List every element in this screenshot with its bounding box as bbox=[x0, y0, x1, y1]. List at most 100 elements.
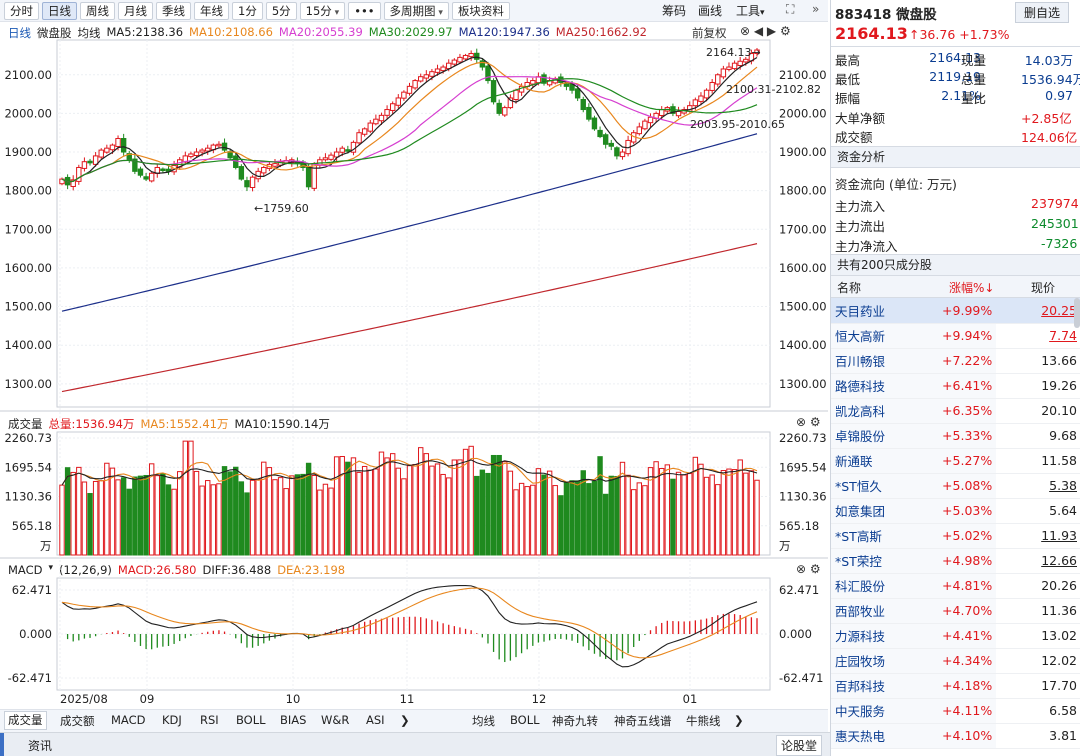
index-name: 微盘股 bbox=[37, 26, 72, 40]
period-button-1[interactable]: 日线 bbox=[42, 1, 77, 20]
period-button-5[interactable]: 年线 bbox=[194, 1, 229, 20]
stock-name[interactable]: 凯龙高科 bbox=[831, 398, 923, 424]
tab-wr[interactable]: W&R bbox=[321, 713, 350, 727]
quote-cell-2-3: 0.97 bbox=[1045, 88, 1073, 103]
stock-name[interactable]: *ST荣控 bbox=[831, 548, 923, 574]
stock-row[interactable]: 百邦科技 +4.18% 17.70 bbox=[831, 673, 1080, 699]
main-chart-controls[interactable]: ⊗ ◀ ▶ ⚙ bbox=[740, 24, 791, 38]
volume-bar bbox=[401, 478, 407, 556]
draw-line-button[interactable]: 画线 bbox=[698, 4, 723, 18]
stock-name[interactable]: 惠天热电 bbox=[831, 723, 923, 749]
remove-watchlist-button[interactable]: 删自选 bbox=[1015, 2, 1070, 23]
stock-row[interactable]: *ST恒久 +5.08% 5.38 bbox=[831, 473, 1080, 499]
stock-row[interactable]: *ST荣控 +4.98% 12.66 bbox=[831, 548, 1080, 574]
stock-row[interactable]: 恒大高新 +9.94% 7.74 bbox=[831, 323, 1080, 349]
scrollbar-thumb[interactable] bbox=[1074, 298, 1080, 328]
news-tab[interactable]: 资讯 bbox=[28, 739, 53, 753]
macd-controls[interactable]: ⊗ ⚙ bbox=[796, 562, 821, 576]
volume-controls[interactable]: ⊗ ⚙ bbox=[796, 415, 821, 429]
period-button-6[interactable]: 1分 bbox=[232, 1, 263, 20]
stock-row[interactable]: 惠天热电 +4.10% 3.81 bbox=[831, 723, 1080, 749]
stock-name[interactable]: 百川畅银 bbox=[831, 348, 923, 374]
tab-macd[interactable]: MACD bbox=[111, 713, 146, 727]
volume-bar bbox=[317, 489, 323, 556]
stock-name[interactable]: 如意集团 bbox=[831, 498, 923, 524]
ma250-line bbox=[61, 243, 758, 393]
stock-name[interactable]: 卓锦股份 bbox=[831, 423, 923, 449]
stock-name[interactable]: 庄园牧场 bbox=[831, 648, 923, 674]
stock-name[interactable]: 科汇股份 bbox=[831, 573, 923, 599]
volume-bar bbox=[367, 469, 373, 556]
period-button-4[interactable]: 季线 bbox=[156, 1, 191, 20]
stock-name[interactable]: *ST高斯 bbox=[831, 523, 923, 549]
stock-name[interactable]: 新通联 bbox=[831, 448, 923, 474]
tab-kdj[interactable]: KDJ bbox=[162, 713, 182, 727]
candle-body bbox=[249, 176, 256, 188]
tabs-next-icon[interactable]: ❯ bbox=[400, 713, 410, 727]
stock-row[interactable]: 百川畅银 +7.22% 13.66 bbox=[831, 348, 1080, 374]
stock-row[interactable]: 凯龙高科 +6.35% 20.10 bbox=[831, 398, 1080, 424]
stock-name[interactable]: 力源科技 bbox=[831, 623, 923, 649]
stock-row[interactable]: 中天服务 +4.11% 6.58 bbox=[831, 698, 1080, 724]
period-button-2[interactable]: 周线 bbox=[80, 1, 115, 20]
collapse-icon[interactable]: » bbox=[812, 2, 820, 16]
stock-row[interactable]: 路德科技 +6.41% 19.26 bbox=[831, 373, 1080, 399]
period-button-8[interactable]: 15分 bbox=[299, 1, 346, 20]
forum-button[interactable]: 论股堂 bbox=[776, 735, 823, 756]
chart-canvas[interactable]: 2100.00 2100.00 2000.00 2000.00 1900.00 1900.… bbox=[0, 0, 828, 709]
tab-volume[interactable]: 成交量 bbox=[4, 711, 47, 730]
candle-body bbox=[205, 147, 211, 152]
stock-row[interactable]: 科汇股份 +4.81% 20.26 bbox=[831, 573, 1080, 599]
tab-asi[interactable]: ASI bbox=[366, 713, 385, 727]
period-button-0[interactable]: 分时 bbox=[4, 1, 39, 20]
stock-name[interactable]: 路德科技 bbox=[831, 373, 923, 399]
tab-bull-bear[interactable]: 牛熊线 bbox=[686, 714, 721, 728]
fullscreen-icon[interactable]: ⛶ bbox=[786, 2, 795, 16]
candle-body bbox=[715, 74, 721, 85]
stock-name[interactable]: 中天服务 bbox=[831, 698, 923, 724]
stock-row[interactable]: 西部牧业 +4.70% 11.36 bbox=[831, 598, 1080, 624]
quote-panel: 883418 微盘股 删自选 2164.13 ↑36.76 +1.73% 最高 2… bbox=[830, 0, 1080, 756]
volume-bar bbox=[664, 464, 671, 556]
tab-rsi[interactable]: RSI bbox=[200, 713, 219, 727]
tab-five-lines[interactable]: 神奇五线谱 bbox=[614, 714, 672, 728]
period-button-9[interactable]: ••• bbox=[348, 1, 381, 20]
stock-name[interactable]: 天目药业 bbox=[831, 298, 923, 324]
stock-row[interactable]: 天目药业 +9.99% 20.25 bbox=[831, 298, 1080, 324]
period-button-11[interactable]: 板块资料 bbox=[451, 1, 510, 20]
stock-row[interactable]: 卓锦股份 +5.33% 9.68 bbox=[831, 423, 1080, 449]
period-button-3[interactable]: 月线 bbox=[118, 1, 153, 20]
volume-bar bbox=[731, 469, 738, 556]
tabs2-next-icon[interactable]: ❯ bbox=[734, 713, 744, 727]
tab-boll-2[interactable]: BOLL bbox=[510, 713, 540, 727]
stock-row[interactable]: 新通联 +5.27% 11.58 bbox=[831, 448, 1080, 474]
tab-boll[interactable]: BOLL bbox=[236, 713, 266, 727]
col-change[interactable]: 涨幅%↓ bbox=[949, 281, 995, 295]
volume-bar bbox=[59, 484, 65, 556]
chip-distribution-button[interactable]: 筹码 bbox=[662, 4, 687, 18]
stock-name[interactable]: 恒大高新 bbox=[831, 323, 923, 349]
volume-bar bbox=[294, 474, 301, 556]
stock-row[interactable]: 庄园牧场 +4.34% 12.02 bbox=[831, 648, 1080, 674]
period-button-10[interactable]: 多周期图 bbox=[383, 1, 449, 20]
volume-bar bbox=[496, 454, 502, 556]
stock-row[interactable]: 力源科技 +4.41% 13.02 bbox=[831, 623, 1080, 649]
col-price[interactable]: 现价 bbox=[1031, 281, 1056, 295]
volume-bar bbox=[272, 479, 278, 556]
adjust-label[interactable]: 前复权 bbox=[692, 26, 727, 40]
stock-name[interactable]: *ST恒久 bbox=[831, 473, 923, 499]
ma30-line bbox=[61, 78, 758, 183]
stock-row[interactable]: *ST高斯 +5.02% 11.93 bbox=[831, 523, 1080, 549]
stock-name[interactable]: 百邦科技 bbox=[831, 673, 923, 699]
tab-turnover[interactable]: 成交额 bbox=[60, 714, 95, 728]
volume-bar bbox=[524, 486, 530, 556]
col-name[interactable]: 名称 bbox=[837, 281, 862, 295]
stock-row[interactable]: 如意集团 +5.03% 5.64 bbox=[831, 498, 1080, 524]
tab-bias[interactable]: BIAS bbox=[280, 713, 307, 727]
period-button-7[interactable]: 5分 bbox=[265, 1, 297, 20]
tools-menu[interactable]: 工具▾ bbox=[736, 4, 765, 18]
stock-change: +4.10% bbox=[922, 723, 997, 749]
tab-td9[interactable]: 神奇九转 bbox=[552, 714, 598, 728]
tab-ma[interactable]: 均线 bbox=[472, 714, 495, 728]
stock-name[interactable]: 西部牧业 bbox=[831, 598, 923, 624]
